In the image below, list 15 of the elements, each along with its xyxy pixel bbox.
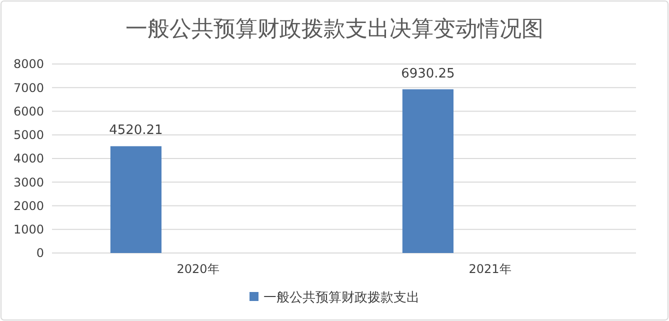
x-tick-label: 2021年 <box>468 262 512 276</box>
y-tick-label: 3000 <box>13 175 44 190</box>
y-tick-label: 6000 <box>13 104 44 118</box>
y-tick-label: 4000 <box>13 152 44 166</box>
y-tick-label: 1000 <box>13 222 44 237</box>
data-label: 4520.21 <box>109 123 163 138</box>
y-tick-label: 2000 <box>13 198 44 213</box>
chart-title: 一般公共预算财政拨款支出决算变动情况图 <box>126 17 544 42</box>
y-tick-label: 0 <box>36 246 44 260</box>
y-tick-label: 7000 <box>13 80 44 95</box>
legend-label: 一般公共预算财政拨款支出 <box>264 290 420 306</box>
x-tick-label: 2020年 <box>176 262 220 276</box>
y-tick-label: 8000 <box>13 57 44 72</box>
data-label: 6930.25 <box>401 66 455 82</box>
y-tick-label: 5000 <box>13 128 44 142</box>
